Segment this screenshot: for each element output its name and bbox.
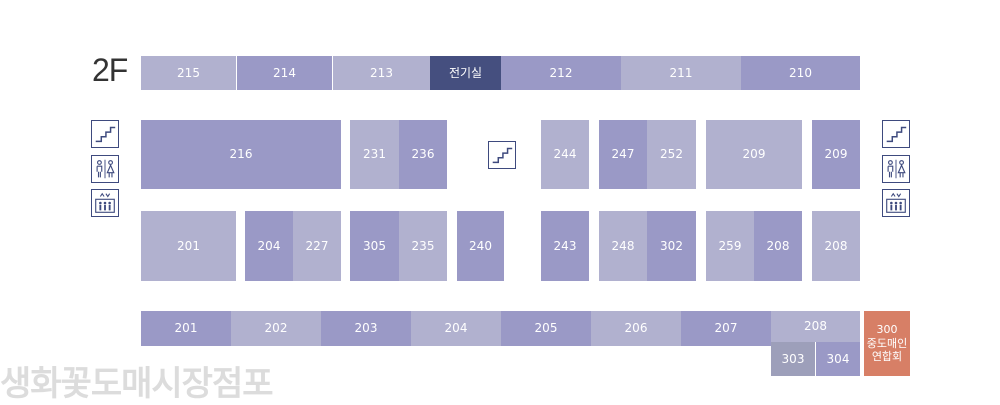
room-227[interactable]: 227 [293,211,341,281]
room-205[interactable]: 205 [501,311,591,346]
watermark: 생화꽃도매시장점포 [0,364,274,404]
room-215[interactable]: 215 [141,56,237,90]
room-244[interactable]: 244 [541,120,589,189]
electrical-room[interactable]: 전기실 [430,56,501,90]
room-248[interactable]: 248 [599,211,647,281]
room-304[interactable]: 304 [816,342,860,376]
elevator-icon[interactable] [882,189,910,217]
room-305[interactable]: 305 [350,211,399,281]
room-208[interactable]: 208 [754,211,802,281]
restroom-icon[interactable] [882,155,910,183]
room-240[interactable]: 240 [457,211,504,281]
room-208-south[interactable]: 208 [771,311,860,342]
room-211[interactable]: 211 [621,56,741,90]
room-213[interactable]: 213 [333,56,430,90]
stairs-icon[interactable] [882,120,910,148]
room-208-east[interactable]: 208 [812,211,860,281]
room-203[interactable]: 203 [321,311,411,346]
room-300-number: 300 [876,322,898,336]
room-214[interactable]: 214 [237,56,333,90]
room-216[interactable]: 216 [141,120,341,189]
room-202[interactable]: 202 [231,311,321,346]
room-259[interactable]: 259 [706,211,754,281]
elevator-icon[interactable] [91,189,119,217]
room-201-south[interactable]: 201 [141,311,231,346]
stairs-icon[interactable] [488,141,516,169]
room-201[interactable]: 201 [141,211,236,281]
room-243[interactable]: 243 [541,211,589,281]
room-231[interactable]: 231 [350,120,399,189]
room-212[interactable]: 212 [501,56,621,90]
room-204[interactable]: 204 [245,211,293,281]
room-210[interactable]: 210 [741,56,860,90]
room-300-association[interactable]: 300 중도매인 연합회 [864,311,910,376]
room-207[interactable]: 207 [681,311,771,346]
room-209-east[interactable]: 209 [812,120,860,189]
floor-label: 2F [92,52,128,88]
room-236[interactable]: 236 [399,120,447,189]
room-204-south[interactable]: 204 [411,311,501,346]
room-300-line2: 연합회 [871,350,903,364]
room-303[interactable]: 303 [771,342,816,376]
room-235[interactable]: 235 [399,211,447,281]
room-300-line1: 중도매인 [866,336,908,350]
room-247[interactable]: 247 [599,120,647,189]
room-209[interactable]: 209 [706,120,802,189]
room-252[interactable]: 252 [647,120,696,189]
restroom-icon[interactable] [91,155,119,183]
room-206[interactable]: 206 [591,311,681,346]
room-302[interactable]: 302 [647,211,696,281]
stairs-icon[interactable] [91,120,119,148]
